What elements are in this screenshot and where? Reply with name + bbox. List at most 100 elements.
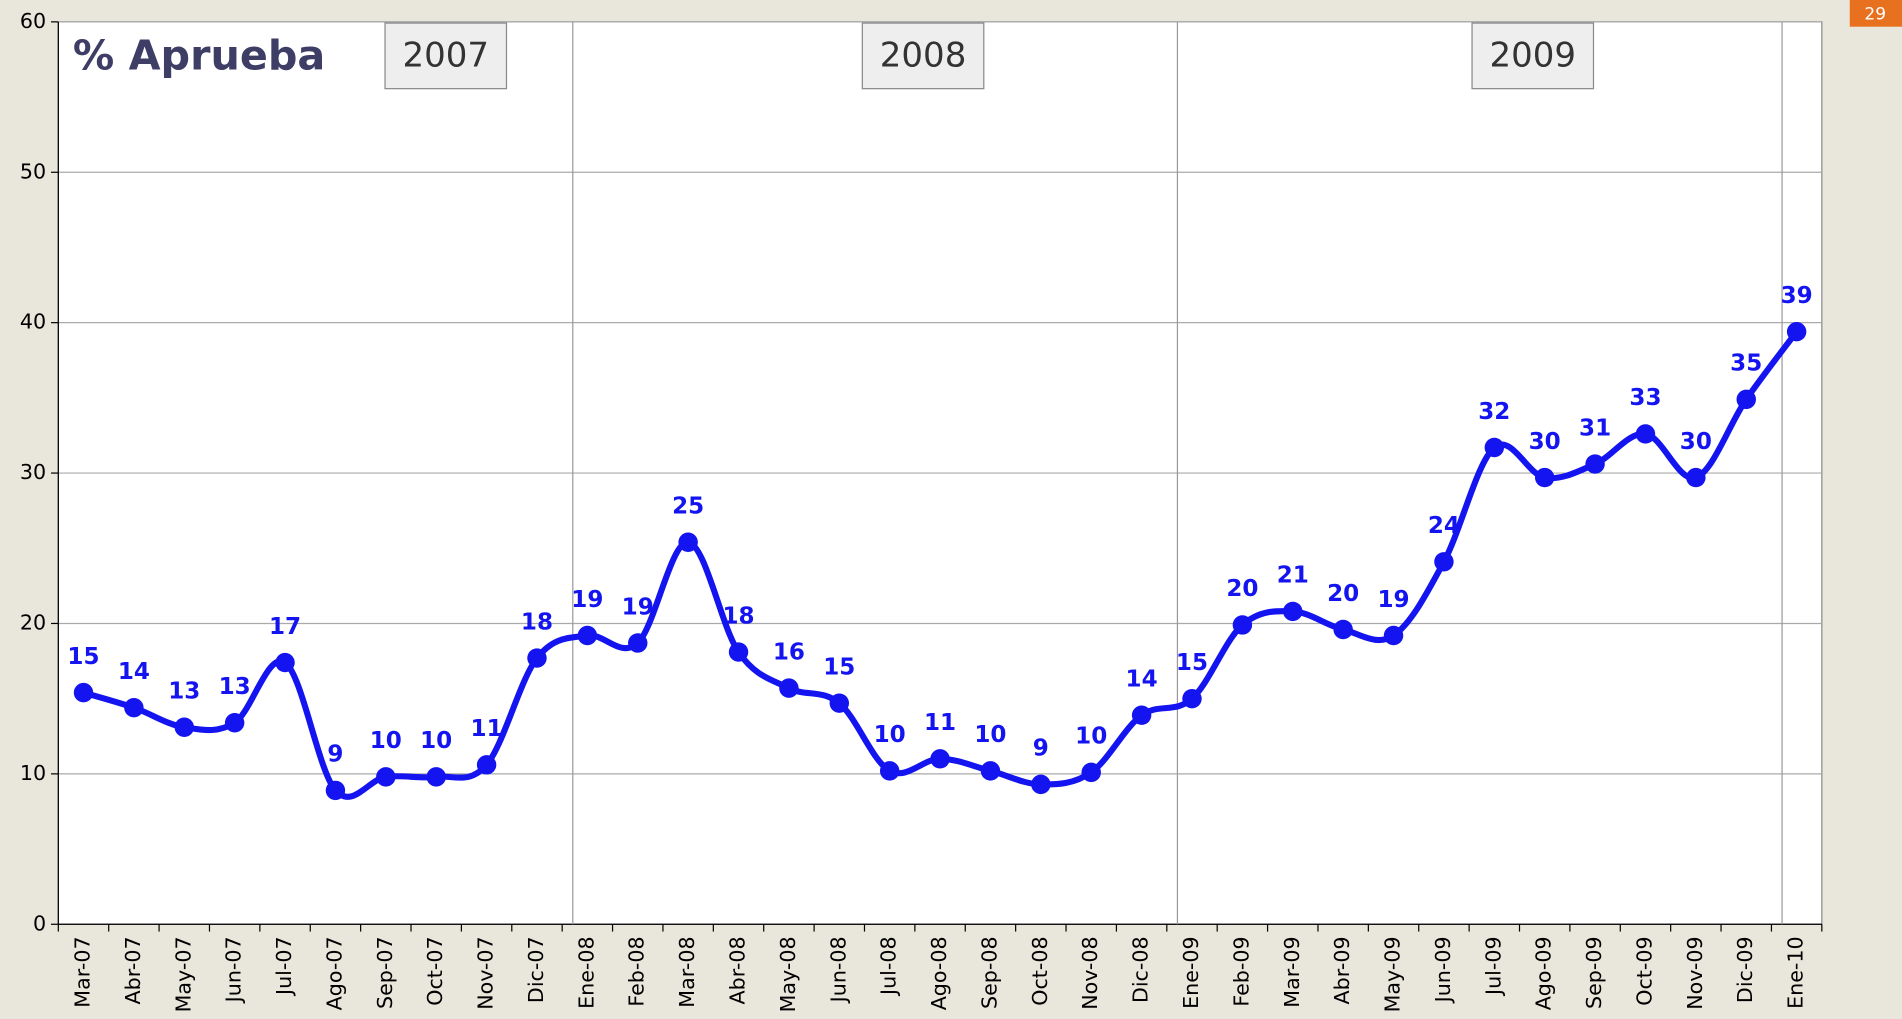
data-label: 9 [327,742,343,768]
point [1182,688,1202,709]
x-tick-label: Dic-07 [524,936,548,1003]
x-tick-label: Ago-07 [322,936,346,1010]
year-box [384,22,508,90]
year-label: 2007 [402,36,489,76]
x-tick-label: Jun-07 [222,936,246,1004]
year-box [861,22,985,90]
x-tick-label: Oct-08 [1028,936,1052,1005]
x-tick-label: Mar-07 [71,936,95,1007]
data-label: 30 [1680,429,1712,455]
year-box [1471,22,1595,90]
point [628,633,648,653]
point [1686,467,1706,488]
x-tick-label: Nov-08 [1078,936,1102,1009]
x-tick-label: Sep-08 [977,936,1001,1009]
x-tick-label: Abr-07 [121,936,145,1004]
x-tick-label: Ene-09 [1179,936,1203,1008]
data-label: 17 [269,614,301,640]
x-tick-label: Ene-08 [574,936,598,1008]
y-tick-label: 10 [20,761,46,785]
point [1534,467,1555,488]
x-tick-label: Feb-09 [1229,936,1253,1006]
y-tick-label: 40 [20,310,46,334]
data-label: 39 [1781,283,1813,309]
point [678,532,698,552]
x-tick-label: Abr-09 [1330,936,1354,1004]
point [1585,454,1605,474]
chart-title: % Aprueba [73,31,325,79]
x-tick-label: Ago-09 [1532,936,1556,1010]
data-label: 9 [1033,736,1049,762]
x-tick-label: Ago-08 [927,936,951,1010]
x-tick-label: Abr-08 [726,936,750,1004]
data-label: 33 [1629,385,1661,411]
data-label: 19 [622,594,654,620]
x-tick-label: Jun-09 [1431,936,1455,1004]
x-tick-label: Dic-09 [1733,936,1757,1003]
x-tick-label: May-08 [776,936,800,1012]
data-label: 13 [168,679,200,705]
y-tick-label: 30 [20,460,46,484]
point [275,652,295,673]
data-label: 10 [1075,724,1107,750]
data-label: 20 [1327,581,1359,607]
data-label: 30 [1529,429,1561,455]
point [1786,321,1807,342]
point [1283,601,1303,622]
data-label: 10 [874,722,906,748]
x-tick-label: Oct-09 [1632,936,1656,1005]
data-label: 18 [722,603,754,629]
data-label: 19 [1377,587,1409,613]
point [1736,389,1756,410]
data-label: 24 [1428,513,1460,539]
x-tick-label: Nov-09 [1683,936,1707,1009]
line [82,329,1800,800]
point [476,755,497,775]
data-label: 21 [1277,563,1309,589]
x-tick-label: Nov-07 [474,936,498,1009]
point [527,648,547,668]
data-label: 10 [974,722,1006,748]
x-tick-label: Sep-07 [373,936,397,1009]
point [779,678,799,698]
x-tick-label: Dic-08 [1129,936,1153,1003]
page-number: 29 [1864,5,1886,25]
point [1081,762,1101,783]
point [980,761,1001,781]
x-tick-label: Jun-08 [826,936,850,1004]
data-label: 20 [1226,576,1258,602]
point [1031,774,1051,795]
data-label: 10 [370,728,402,754]
data-label: 15 [823,654,855,680]
year-label: 2008 [880,36,967,76]
x-tick-label: Oct-07 [423,936,447,1005]
data-label: 11 [924,710,956,736]
data-label: 14 [1126,666,1158,692]
data-label: 10 [420,728,452,754]
x-tick-label: Jul-07 [272,936,296,997]
x-tick-label: Jul-08 [877,936,901,997]
data-label: 18 [521,609,553,635]
point [325,780,346,801]
x-tick-label: Mar-09 [1280,936,1304,1007]
point [1484,437,1505,458]
page-badge [1849,0,1902,27]
data-label: 25 [672,494,704,520]
point [174,717,194,737]
point [930,749,950,769]
data-label: 19 [571,587,603,613]
data-label: 11 [471,716,503,742]
x-tick-label: Mar-08 [675,936,699,1007]
x-tick-label: May-09 [1381,936,1405,1012]
data-label: 32 [1478,399,1510,425]
x-tick-label: May-07 [171,936,195,1012]
y-tick-label: 60 [20,9,46,33]
data-label: 14 [118,659,150,685]
point [728,642,749,662]
point [1383,625,1404,646]
point [577,625,598,646]
point [224,713,245,733]
point [1333,619,1353,640]
data-label: 13 [219,674,251,700]
